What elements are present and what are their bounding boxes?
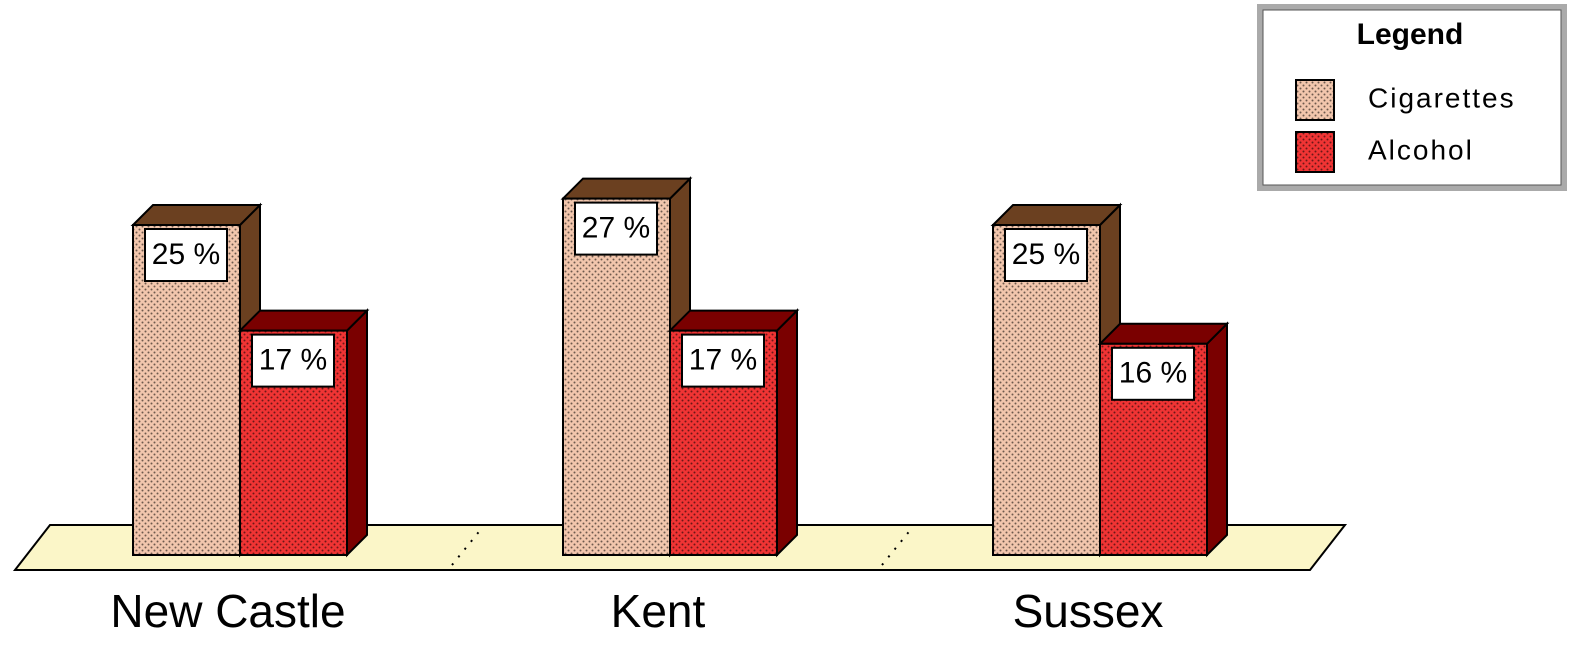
- bar-top: [1097, 322, 1230, 345]
- legend: Legend Cigarettes Alcohol: [1257, 4, 1567, 191]
- legend-title: Legend: [1357, 18, 1464, 51]
- value-label: 27 %: [582, 212, 650, 245]
- value-label: 25 %: [152, 238, 220, 271]
- x-tick-label: Sussex: [1013, 585, 1164, 637]
- legend-label: Cigarettes: [1368, 82, 1516, 113]
- value-label-box: [574, 201, 658, 256]
- bar-side: [1206, 321, 1228, 558]
- value-label-box: [1004, 228, 1088, 282]
- value-label-box: [681, 333, 765, 388]
- legend-swatch-texture: [1296, 132, 1334, 172]
- legend-inner: [1262, 9, 1562, 186]
- legend-swatch-texture: [1296, 80, 1334, 120]
- bar-top: [990, 204, 1123, 226]
- x-tick-label: New Castle: [110, 585, 345, 637]
- bar-top: [237, 309, 370, 332]
- value-label: 25 %: [1012, 238, 1080, 271]
- legend-label: Alcohol: [1368, 134, 1474, 165]
- value-label: 17 %: [689, 344, 757, 377]
- bar-side: [776, 308, 798, 558]
- value-label-box: [144, 228, 228, 282]
- value-label-box: [1111, 346, 1195, 401]
- value-label: 17 %: [259, 344, 327, 377]
- bar-side: [346, 308, 368, 558]
- bar-top: [560, 177, 693, 200]
- x-tick-label: Kent: [611, 585, 706, 637]
- value-label-box: [251, 333, 335, 388]
- value-label: 16 %: [1119, 357, 1187, 390]
- bar-top: [667, 309, 800, 332]
- bar-texture: [563, 198, 670, 555]
- bar-top: [130, 204, 263, 226]
